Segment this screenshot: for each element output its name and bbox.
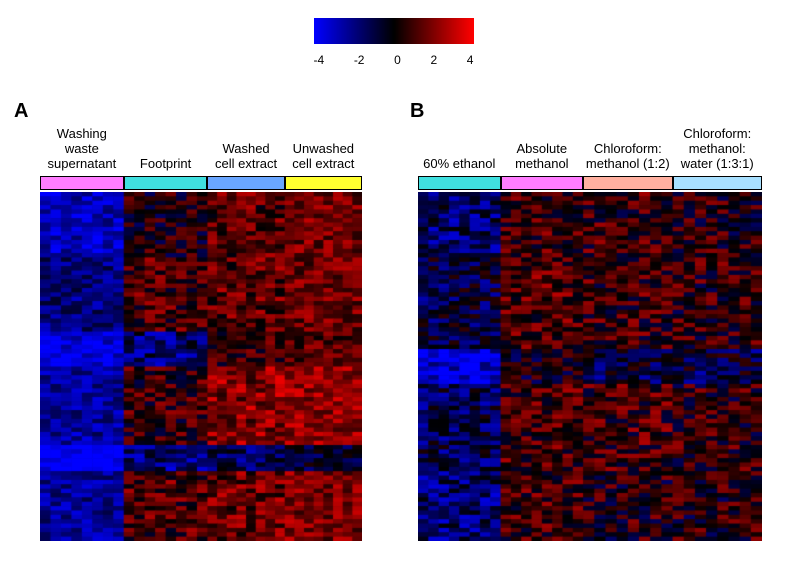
- group-label: Absolute methanol: [501, 127, 584, 176]
- figure-page: -4 -2 0 2 4 A B Washing waste supernatantFoo…: [0, 0, 787, 573]
- group-swatch: [207, 176, 284, 190]
- group-label: Washed cell extract: [207, 127, 284, 176]
- group-swatch: [40, 176, 124, 190]
- panel-A: Washing waste supernatantFootprintWashed…: [40, 176, 362, 541]
- legend-gradient: [314, 18, 474, 44]
- group-label: Chloroform: methanol (1:2): [583, 127, 672, 176]
- panel-letter-A: A: [14, 100, 28, 123]
- panel-letter-B: B: [410, 100, 424, 123]
- legend-tick: -2: [354, 53, 365, 67]
- group-label: Footprint: [124, 127, 208, 176]
- group-label: Washing waste supernatant: [40, 127, 124, 176]
- group-swatch: [418, 176, 501, 190]
- legend-tick: 0: [394, 53, 401, 67]
- column-labels-A: Washing waste supernatantFootprintWashed…: [40, 127, 362, 176]
- group-swatch: [501, 176, 584, 190]
- group-swatch: [124, 176, 208, 190]
- group-swatch: [583, 176, 672, 190]
- group-colorbar-B: [418, 176, 762, 190]
- panel-B: 60% ethanolAbsolute methanolChloroform: …: [418, 176, 762, 541]
- group-label: Unwashed cell extract: [285, 127, 362, 176]
- heatmap-A: [40, 192, 362, 541]
- group-colorbar-A: [40, 176, 362, 190]
- group-label: Chloroform: methanol: water (1:3:1): [673, 127, 762, 176]
- legend-tick: 2: [430, 53, 437, 67]
- legend-ticks: -4 -2 0 2 4: [314, 53, 474, 67]
- group-label: 60% ethanol: [418, 127, 501, 176]
- heatmap-B: [418, 192, 762, 541]
- group-swatch: [285, 176, 362, 190]
- legend-tick: 4: [467, 53, 474, 67]
- color-legend: -4 -2 0 2 4: [314, 18, 474, 67]
- column-labels-B: 60% ethanolAbsolute methanolChloroform: …: [418, 127, 762, 176]
- legend-tick: -4: [314, 53, 325, 67]
- group-swatch: [673, 176, 762, 190]
